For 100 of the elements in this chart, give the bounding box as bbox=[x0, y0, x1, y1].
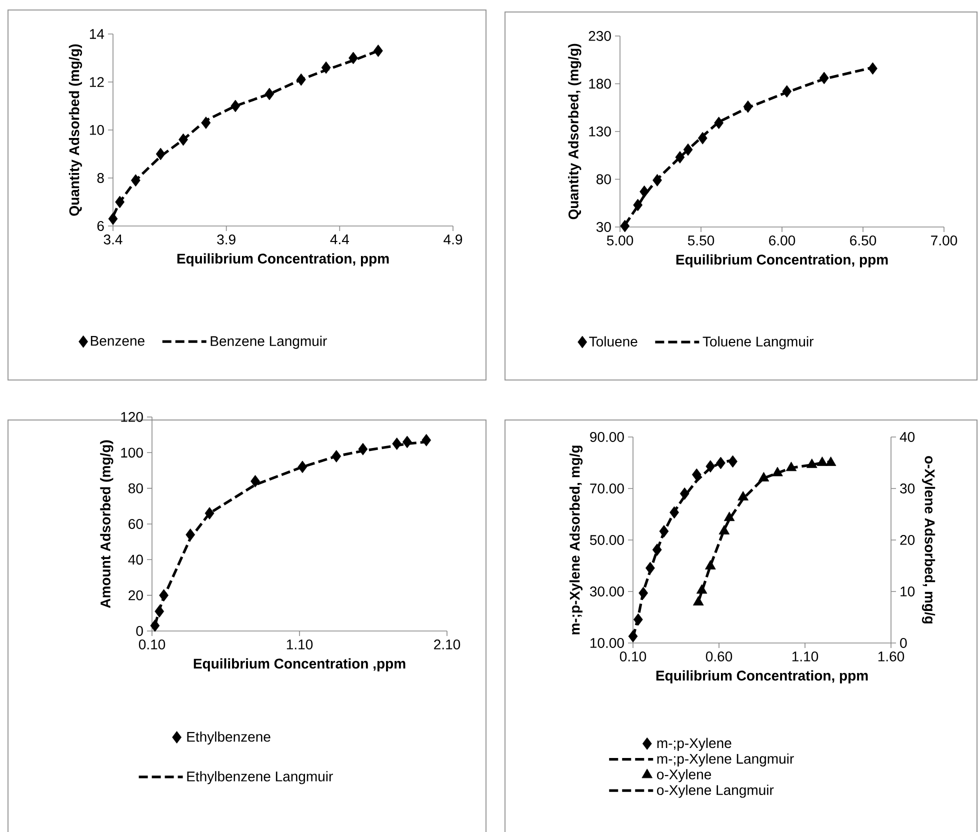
y-tick-label: 10 bbox=[90, 125, 104, 135]
legend-label: Ethylbenzene Langmuir bbox=[187, 771, 333, 784]
point bbox=[201, 116, 211, 129]
point bbox=[683, 143, 693, 156]
point bbox=[738, 491, 748, 500]
point bbox=[392, 438, 402, 450]
point bbox=[716, 456, 726, 470]
y-tick-label: 70.00 bbox=[590, 484, 624, 494]
x-tick-label: 1.10 bbox=[792, 652, 818, 662]
x-axis-title: Equilibrium Concentration, ppm bbox=[656, 670, 868, 684]
x-axis-title: Equilibrium Concentration ,ppm bbox=[194, 658, 406, 672]
legend-label: m-;p-Xylene bbox=[657, 738, 732, 751]
y2-tick-label: 40 bbox=[900, 432, 915, 442]
point bbox=[374, 44, 383, 57]
y-tick-label: 80 bbox=[128, 483, 143, 494]
point bbox=[819, 72, 829, 84]
point bbox=[264, 88, 274, 100]
point bbox=[825, 456, 836, 466]
point bbox=[156, 148, 166, 160]
y-tick-label: 6 bbox=[97, 221, 104, 231]
x-axis-title: Equilibrium Concentration, ppm bbox=[177, 253, 389, 266]
x-tick-label: 2.10 bbox=[434, 640, 460, 650]
x-tick-label: 6.00 bbox=[769, 236, 796, 246]
point bbox=[250, 474, 260, 488]
point bbox=[646, 562, 655, 574]
point bbox=[159, 589, 169, 602]
y-tick-label: 40 bbox=[128, 554, 143, 565]
point bbox=[422, 434, 432, 446]
point bbox=[186, 528, 196, 541]
point bbox=[680, 487, 690, 500]
point bbox=[675, 151, 685, 164]
x-tick-label: 4.9 bbox=[444, 234, 462, 244]
y2-axis-title: o-Xylene Adsorbed, mg/g bbox=[922, 456, 936, 624]
point bbox=[782, 85, 792, 98]
point bbox=[154, 605, 164, 618]
x-tick-label: 4.4 bbox=[330, 234, 349, 244]
y-tick-label: 20 bbox=[128, 590, 143, 600]
y-tick-label: 50.00 bbox=[590, 535, 624, 545]
point bbox=[692, 468, 702, 481]
point bbox=[706, 460, 716, 473]
x-tick-label: 0.10 bbox=[138, 640, 166, 650]
y-tick-label: 180 bbox=[589, 78, 611, 89]
point bbox=[633, 198, 643, 212]
point bbox=[670, 506, 679, 519]
y-tick-label: 30 bbox=[596, 222, 611, 232]
point bbox=[298, 460, 308, 474]
y-tick-label: 14 bbox=[90, 29, 104, 39]
x-tick-label: 3.9 bbox=[217, 234, 236, 244]
point bbox=[108, 212, 118, 225]
legend-label: m-;p-Xylene Langmuir bbox=[657, 753, 794, 767]
y-tick-label: 12 bbox=[90, 77, 104, 87]
y-tick-label: 10.00 bbox=[590, 638, 624, 648]
point bbox=[640, 185, 649, 198]
y-tick-label: 0 bbox=[136, 626, 143, 636]
point bbox=[698, 132, 708, 144]
y-tick-label: 80 bbox=[596, 174, 611, 184]
legend-label: Toluene Langmuir bbox=[702, 336, 814, 350]
y2-tick-label: 30 bbox=[900, 484, 915, 494]
x-tick-label: 6.50 bbox=[850, 236, 876, 246]
x-tick-label: 7.00 bbox=[931, 236, 958, 246]
point bbox=[696, 584, 708, 594]
x-axis-title: Equilibrium Concentration, ppm bbox=[676, 254, 888, 268]
point bbox=[705, 560, 716, 570]
point bbox=[628, 630, 638, 642]
legend-label: Benzene bbox=[90, 336, 144, 346]
y-axis-title: m-;p-Xylene Adsorbed, mg/g bbox=[569, 446, 583, 634]
point bbox=[348, 52, 358, 64]
point bbox=[130, 174, 140, 187]
point bbox=[332, 450, 342, 462]
point bbox=[178, 133, 188, 146]
x-tick-label: 0.10 bbox=[620, 652, 646, 662]
point bbox=[633, 613, 643, 626]
point bbox=[204, 507, 214, 520]
point bbox=[652, 544, 662, 556]
x-tick-label: 5.00 bbox=[606, 236, 634, 246]
point bbox=[758, 472, 770, 482]
point bbox=[743, 100, 753, 113]
y-tick-label: 30.00 bbox=[590, 586, 624, 596]
y2-tick-label: 10 bbox=[900, 586, 915, 596]
y-tick-label: 230 bbox=[588, 31, 611, 41]
point bbox=[638, 586, 648, 600]
legend-label: o-Xylene Langmuir bbox=[657, 784, 774, 798]
y-tick-label: 8 bbox=[97, 173, 104, 183]
point bbox=[402, 436, 412, 448]
legend-label: o-Xylene bbox=[657, 769, 712, 782]
point bbox=[692, 596, 704, 606]
y2-tick-label: 0 bbox=[900, 638, 907, 648]
point bbox=[806, 458, 818, 468]
point bbox=[724, 512, 735, 522]
legend-label: Benzene Langmuir bbox=[210, 336, 327, 349]
point bbox=[321, 61, 331, 74]
y-tick-label: 90.00 bbox=[590, 432, 624, 442]
point bbox=[728, 455, 738, 468]
y2-tick-label: 20 bbox=[900, 535, 915, 545]
x-tick-label: 3.4 bbox=[104, 234, 122, 244]
point bbox=[652, 174, 662, 186]
legend-label: Toluene bbox=[589, 336, 638, 347]
point bbox=[150, 619, 160, 632]
point bbox=[620, 220, 630, 232]
point bbox=[786, 462, 797, 472]
